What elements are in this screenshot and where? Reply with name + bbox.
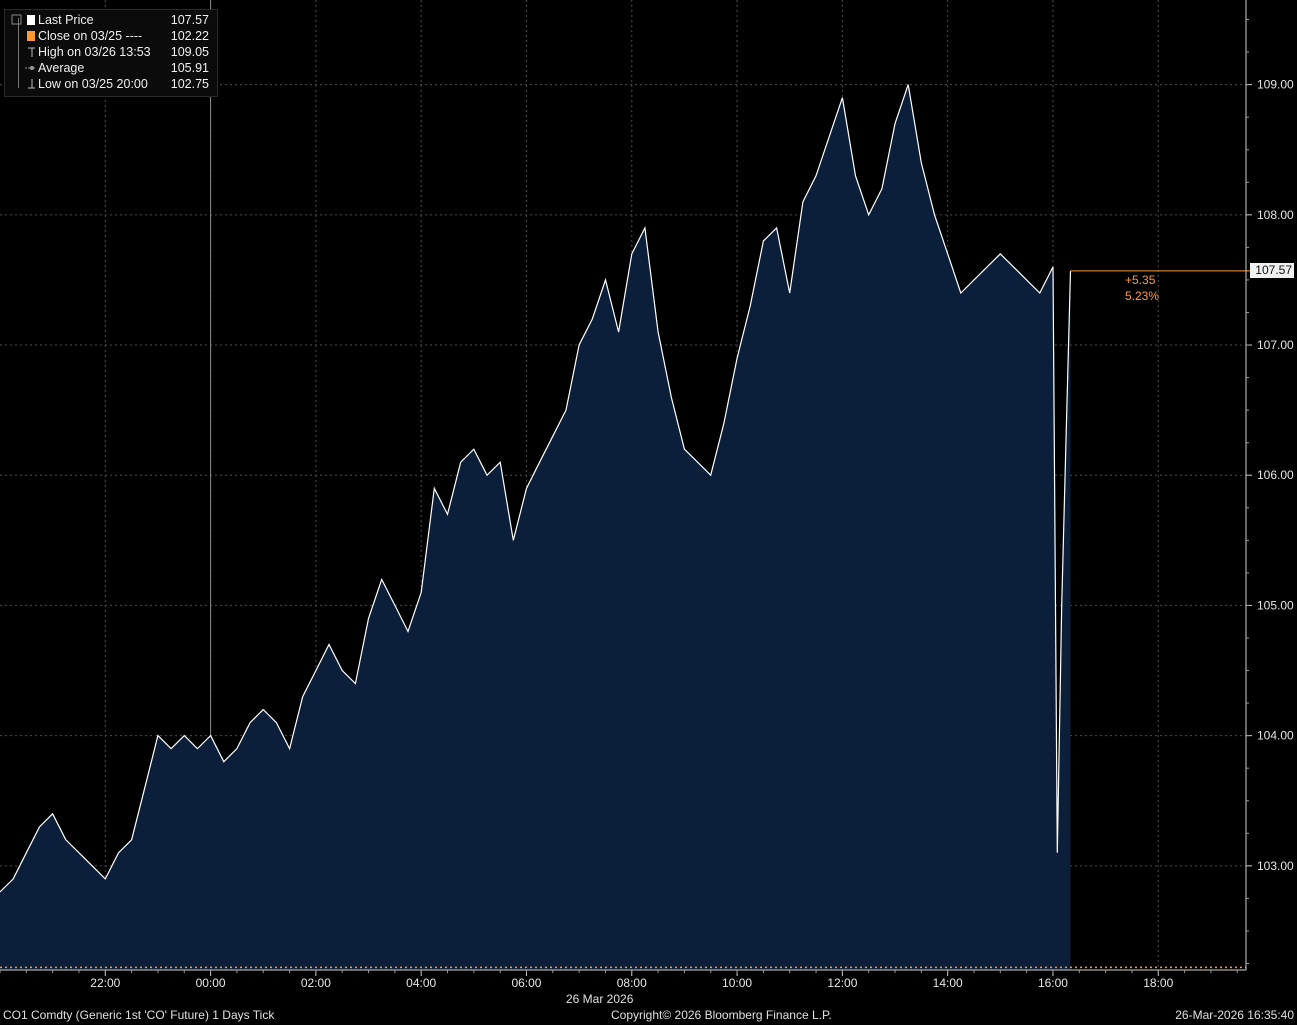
legend-value: 102.75 xyxy=(170,77,209,91)
average-marker-icon xyxy=(25,66,35,70)
y-tick-label: 103.00 xyxy=(1257,859,1294,873)
legend-item-last-price[interactable]: Last Price 107.57 xyxy=(5,12,217,28)
legend-value: 102.22 xyxy=(170,29,209,43)
x-tick-label: 04:00 xyxy=(406,976,436,990)
legend-value: 107.57 xyxy=(170,13,209,27)
x-tick-label: 14:00 xyxy=(933,976,963,990)
change-absolute: +5.35 xyxy=(1125,273,1156,287)
change-percent: 5.23% xyxy=(1125,289,1160,303)
legend-label: Last Price xyxy=(38,13,94,27)
last-price-tag: 107.57 xyxy=(1250,263,1294,278)
chart-legend: Last Price 107.57 Close on 03/25 ---- 10… xyxy=(4,9,218,97)
legend-label: Close on 03/25 ---- xyxy=(38,29,143,43)
copyright-text: Copyright© 2026 Bloomberg Finance L.P. xyxy=(611,1008,832,1022)
low-marker-icon xyxy=(28,79,35,89)
x-tick-label: 02:00 xyxy=(301,976,331,990)
x-tick-label: 10:00 xyxy=(722,976,752,990)
legend-label: Low on 03/25 20:00 xyxy=(38,77,148,91)
x-tick-label: 18:00 xyxy=(1143,976,1173,990)
y-axis: 103.00 104.00 105.00 106.00 107.00 108.00 109.… xyxy=(1245,0,1294,970)
high-marker-icon xyxy=(28,47,35,57)
x-tick-label: 06:00 xyxy=(511,976,541,990)
x-tick-label: 12:00 xyxy=(827,976,857,990)
y-tick-label: 109.00 xyxy=(1257,78,1294,92)
legend-item-high[interactable]: High on 03/26 13:53 109.05 xyxy=(5,44,217,60)
x-axis: 22:00 00:00 02:00 04:00 06:00 08:00 10:00 12:00… xyxy=(0,969,1246,990)
y-tick-label: 108.00 xyxy=(1257,208,1294,222)
price-line xyxy=(0,84,1072,893)
legend-label: High on 03/26 13:53 xyxy=(38,45,151,59)
timestamp: 26-Mar-2026 16:35:40 xyxy=(1175,1008,1294,1022)
security-description: CO1 Comdty (Generic 1st 'CO' Future) 1 D… xyxy=(3,1008,275,1022)
y-tick-label: 106.00 xyxy=(1257,468,1294,482)
legend-item-low[interactable]: Low on 03/25 20:00 102.75 xyxy=(5,76,217,92)
white-square-icon xyxy=(11,14,35,25)
x-tick-label: 00:00 xyxy=(196,976,226,990)
x-tick-label: 16:00 xyxy=(1038,976,1068,990)
legend-value: 109.05 xyxy=(170,45,209,59)
y-tick-label: 105.00 xyxy=(1257,598,1294,612)
x-tick-label: 08:00 xyxy=(617,976,647,990)
legend-value: 105.91 xyxy=(170,61,209,75)
legend-tree-line xyxy=(18,18,19,88)
legend-item-average[interactable]: Average 105.91 xyxy=(5,60,217,76)
orange-square-icon xyxy=(27,31,35,41)
y-tick-label: 104.00 xyxy=(1257,729,1294,743)
date-label: 26 Mar 2026 xyxy=(566,992,634,1006)
price-area xyxy=(0,84,1071,971)
x-tick-label: 22:00 xyxy=(90,976,120,990)
legend-label: Average xyxy=(38,61,85,75)
y-tick-label: 107.00 xyxy=(1257,338,1294,352)
legend-item-close[interactable]: Close on 03/25 ---- 102.22 xyxy=(5,28,217,44)
